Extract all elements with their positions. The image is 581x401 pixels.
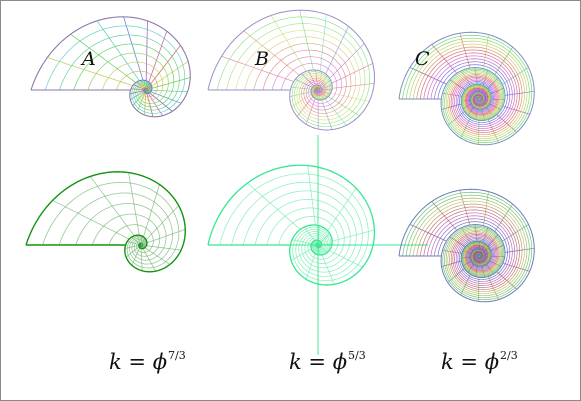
shell-rib xyxy=(96,20,140,81)
shell-rib xyxy=(331,63,373,84)
panel-label-a: A xyxy=(82,48,96,70)
shell-rib xyxy=(315,70,318,86)
shell-rib xyxy=(329,250,363,268)
shell-rib xyxy=(151,89,188,93)
shell-rib xyxy=(150,45,181,85)
shell-apex xyxy=(476,253,482,259)
shell-apex xyxy=(315,87,321,93)
shell-rib xyxy=(149,92,173,112)
shell-rib xyxy=(320,79,331,88)
shell-rib xyxy=(290,248,312,261)
panel-label-c: C xyxy=(415,48,430,70)
shell-rib xyxy=(146,93,154,117)
shell-rib xyxy=(130,90,145,100)
shell-outline xyxy=(398,188,535,303)
shell-rib xyxy=(318,92,321,101)
shell-rib xyxy=(305,253,316,280)
shell-ring xyxy=(235,29,361,121)
shell-ring xyxy=(219,173,369,282)
shell-rib xyxy=(291,86,312,90)
shell-rib xyxy=(310,90,317,94)
shell-rib xyxy=(330,92,370,102)
shell-ring xyxy=(58,192,173,265)
panel-label-b: B xyxy=(255,48,269,70)
shell-rib xyxy=(151,77,191,89)
shell-rib xyxy=(123,16,144,81)
shell-rib xyxy=(320,90,331,95)
shell-rib xyxy=(144,93,147,115)
shell-rib xyxy=(316,92,319,100)
shell-rib xyxy=(313,91,318,99)
shell-rib xyxy=(132,91,145,106)
shell-rib xyxy=(150,91,182,104)
shell-rib xyxy=(148,31,168,83)
shell-outline xyxy=(207,164,376,286)
shell-rib xyxy=(308,70,316,86)
shell-rib xyxy=(270,15,307,72)
formula-c: k = ϕ2/3 xyxy=(441,349,518,374)
shell-apex xyxy=(476,96,482,102)
shell-rib xyxy=(329,43,365,79)
shell-rib xyxy=(320,91,328,98)
shell-rib xyxy=(332,229,375,242)
shell-rib xyxy=(291,93,312,108)
shell-ring xyxy=(266,207,345,264)
shell-rib xyxy=(327,187,357,231)
shell-rib xyxy=(295,79,313,88)
shell-c-top xyxy=(398,31,535,146)
shell-outline xyxy=(25,171,186,273)
shell-rib xyxy=(221,56,294,82)
shell-rib xyxy=(320,75,328,87)
shell-rib xyxy=(332,83,375,89)
shell-outline xyxy=(30,16,191,118)
shell-rib xyxy=(147,93,163,116)
shell-ring xyxy=(278,216,339,260)
shell-rib xyxy=(299,10,314,71)
shell-rib xyxy=(296,96,314,117)
shell-rib xyxy=(328,96,360,117)
shell-a-bottom xyxy=(25,171,186,273)
shell-rib xyxy=(137,92,146,112)
shell-c-bottom xyxy=(398,188,535,303)
shell-rib xyxy=(247,182,301,230)
shell-rib xyxy=(321,99,333,130)
shell-b-bottom xyxy=(207,135,428,355)
shell-rib xyxy=(289,91,311,97)
shell-rib xyxy=(319,14,327,72)
shell-a-top xyxy=(30,16,191,118)
shell-apex xyxy=(138,242,144,248)
shell-rib xyxy=(145,20,148,81)
shell-apex xyxy=(315,242,321,248)
shell-apex xyxy=(143,87,149,93)
shell-rib xyxy=(243,30,300,76)
shell-rib xyxy=(324,98,347,126)
formula-b: k = ϕ5/3 xyxy=(289,349,366,374)
shell-rib xyxy=(305,98,316,125)
shell-rib xyxy=(151,61,189,87)
shell-rib xyxy=(312,91,317,97)
shell-outline xyxy=(398,31,535,146)
formula-a: k = ϕ7/3 xyxy=(109,349,186,374)
shell-ring xyxy=(75,203,167,261)
shell-rib xyxy=(321,254,335,285)
shell-rib xyxy=(70,33,137,83)
shell-b-top xyxy=(207,9,375,131)
shell-rib xyxy=(301,73,315,87)
shell-rib xyxy=(318,71,323,86)
shell-rib xyxy=(319,92,325,100)
shell-outline xyxy=(207,9,375,131)
shell-rib xyxy=(307,165,316,226)
shell-rib xyxy=(325,26,349,75)
shell-ring xyxy=(242,190,357,273)
shell-rib xyxy=(292,239,312,245)
shell-rib xyxy=(47,57,133,87)
shell-rib xyxy=(321,84,333,90)
